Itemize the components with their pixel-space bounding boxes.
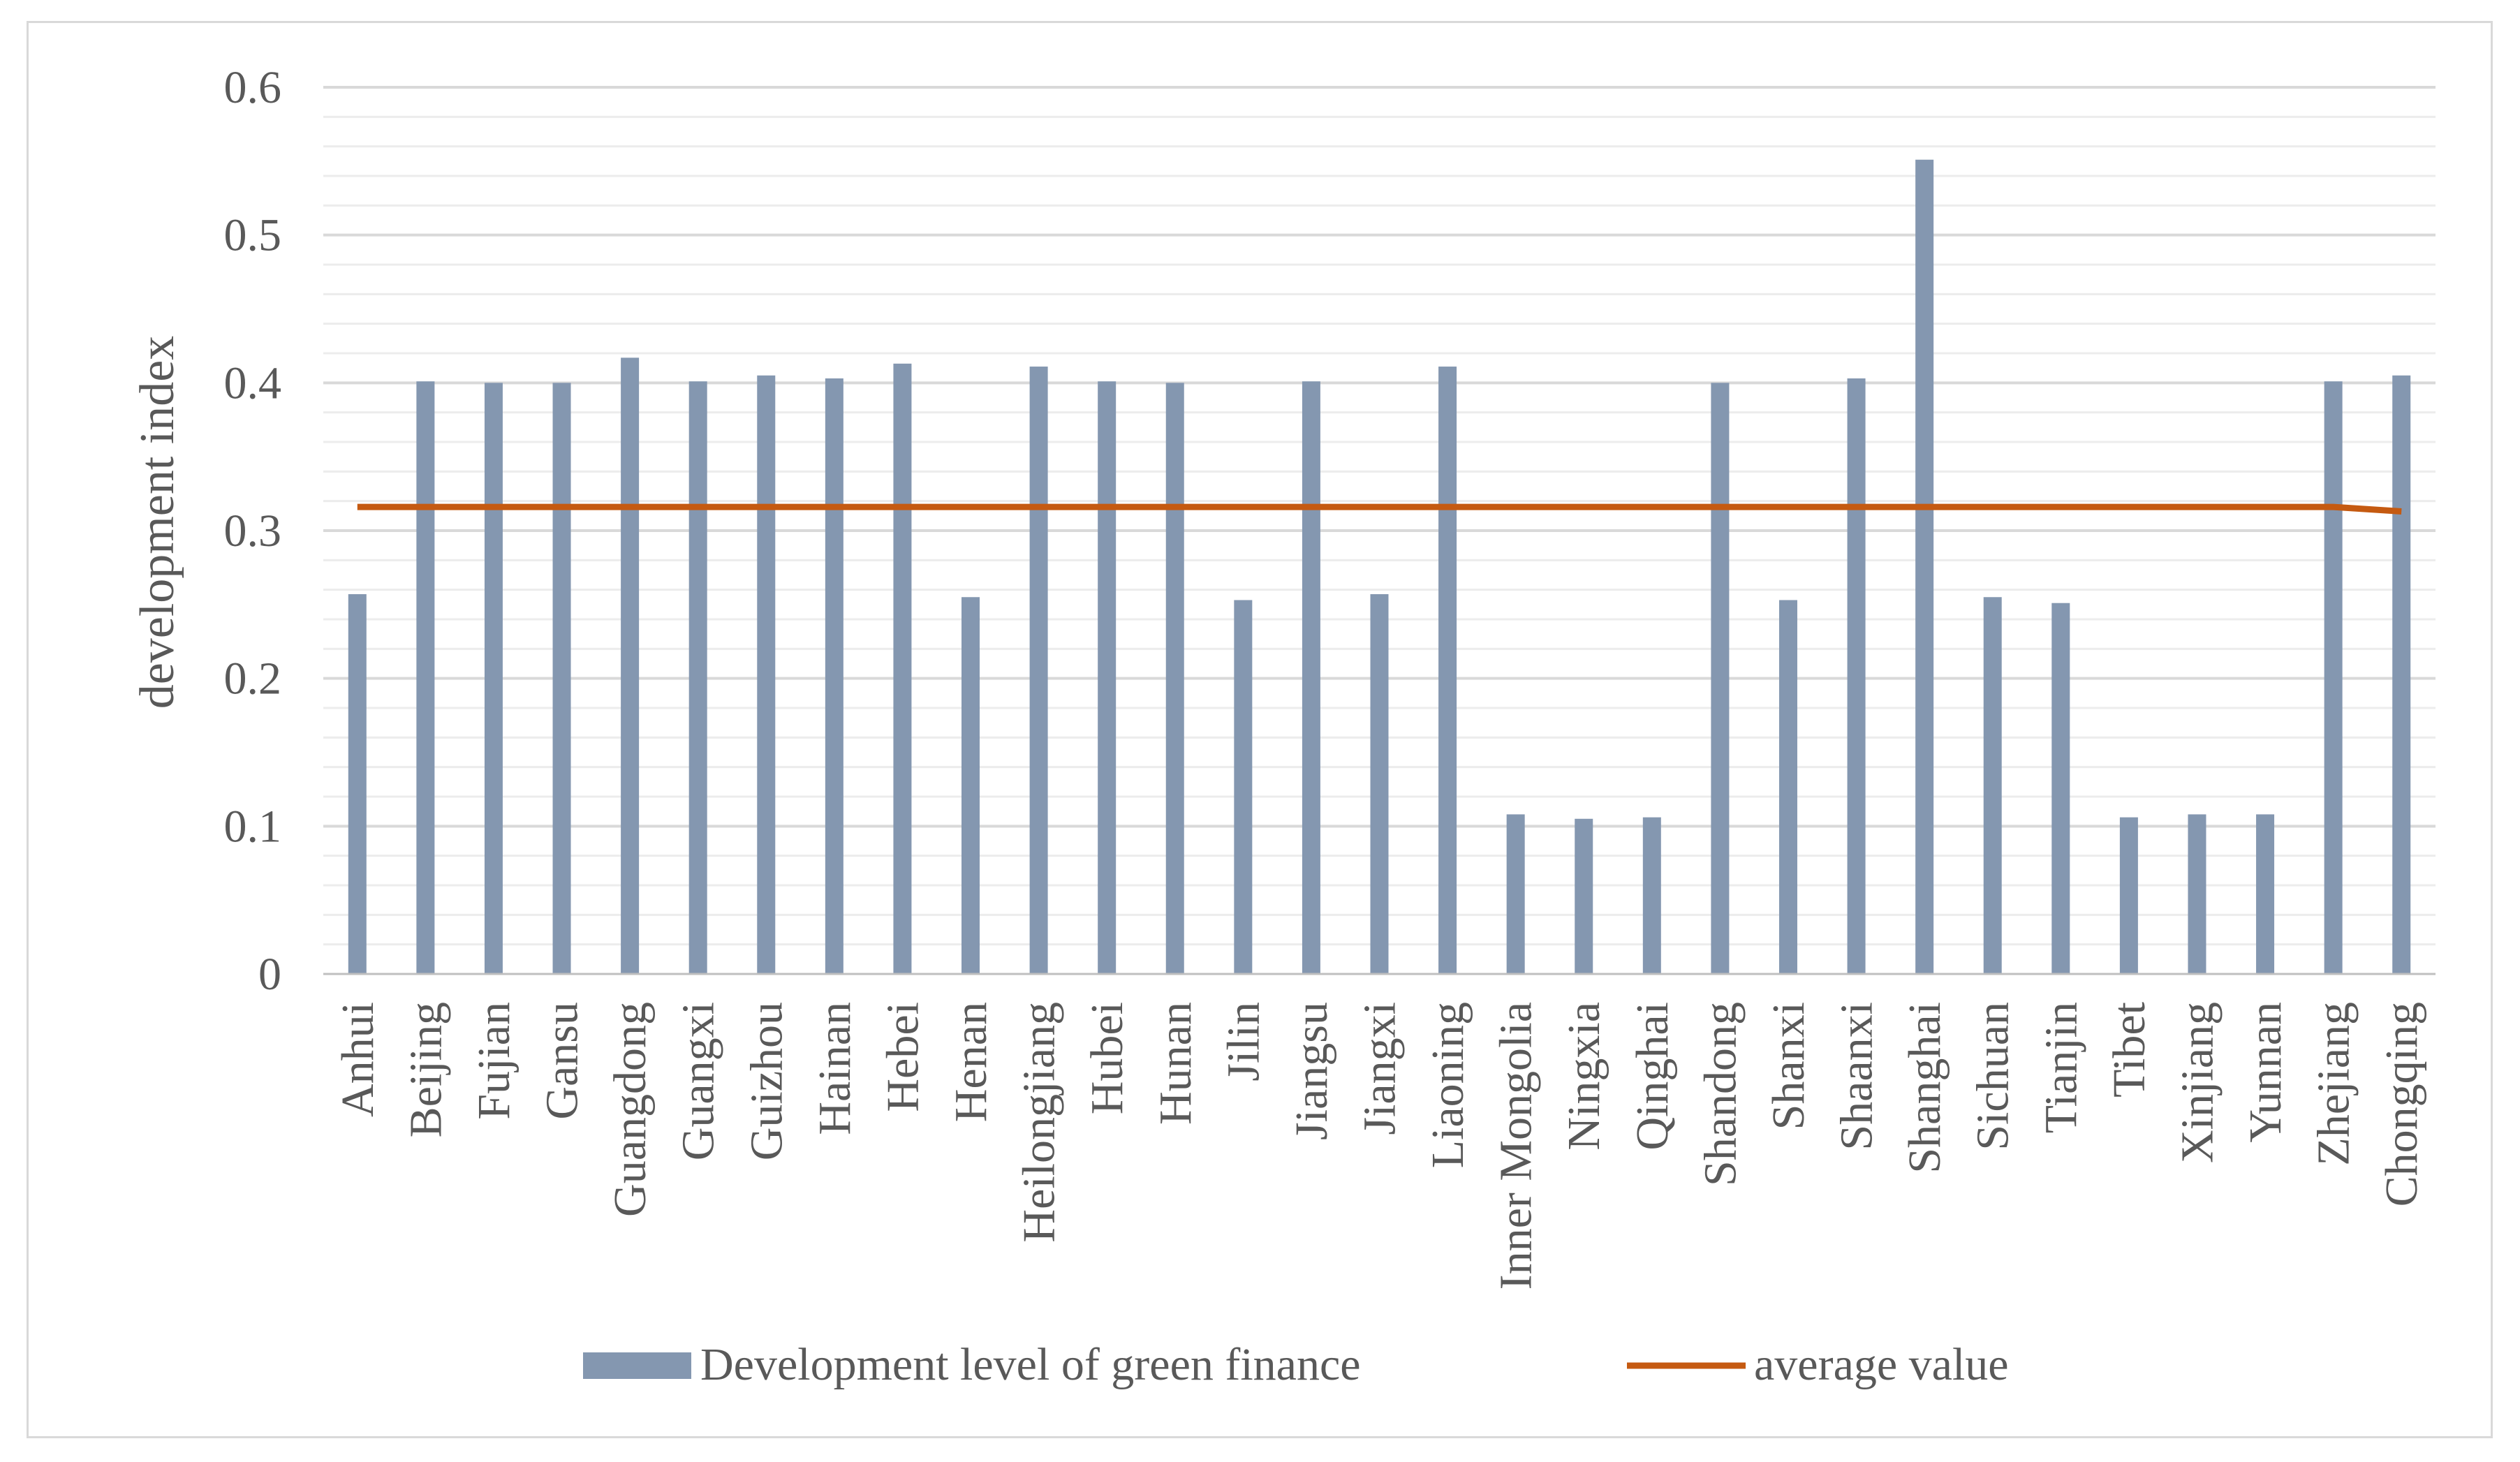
x-tick-label: Inner Mongolia <box>1491 1002 1542 1290</box>
bar-yunnan <box>2256 814 2275 974</box>
average-value-line <box>357 503 2402 515</box>
chart-frame <box>27 21 2493 1438</box>
x-tick-label: Zhejiang <box>2308 1002 2359 1166</box>
x-tick-label: Shanxi <box>1763 1002 1814 1130</box>
x-tick-label: Heilongjiang <box>1014 1002 1065 1243</box>
bar-guizhou <box>757 375 776 974</box>
x-tick-label: Shaanxi <box>1832 1002 1882 1151</box>
bar-ningxia <box>1575 818 1593 974</box>
bar-zhejiang <box>2324 381 2343 974</box>
bar-jiangxi <box>1370 594 1389 974</box>
bar-shanxi <box>1778 600 1797 974</box>
x-tick-label: Guizhou <box>741 1002 792 1160</box>
bar-hebei <box>893 363 912 974</box>
legend: Development level of green finance avera… <box>583 1339 2009 1390</box>
y-tick-label: 0.3 <box>224 505 282 556</box>
x-tick-label: Jilin <box>1218 1002 1269 1081</box>
y-tick-label: 0.1 <box>224 801 282 852</box>
x-tick-label: Anhui <box>332 1002 383 1117</box>
y-tick-label: 0 <box>258 949 281 1000</box>
x-tick-label: Qinghai <box>1627 1002 1678 1151</box>
x-tick-label: Jiangxi <box>1355 1002 1406 1135</box>
x-tick-label: Gansu <box>537 1002 588 1120</box>
x-tick-label: Yunnan <box>2240 1002 2291 1143</box>
bar-qinghai <box>1642 817 1661 974</box>
x-tick-label: Shanghai <box>1899 1002 1950 1174</box>
bar-tibet <box>2119 817 2138 974</box>
legend-label-line: average value <box>1754 1339 2009 1390</box>
x-tick-label: Fujian <box>469 1002 520 1120</box>
bar-xinjiang <box>2188 814 2206 974</box>
bar-guangdong <box>621 357 640 974</box>
y-axis-ticks: 0 0.1 0.2 0.3 0.4 0.5 0.6 <box>224 62 282 1000</box>
y-axis-title: development index <box>131 336 184 709</box>
x-tick-label: Beijing <box>400 1002 451 1137</box>
x-tick-label: Hebei <box>877 1002 928 1112</box>
bar-guangxi <box>688 381 707 974</box>
bar-heilongjiang <box>1029 367 1048 974</box>
bar-series <box>348 159 2411 974</box>
y-tick-label: 0.2 <box>224 654 282 704</box>
bar-sichuan <box>1983 597 2002 974</box>
bar-gansu <box>552 383 571 974</box>
x-tick-label: Tianjin <box>2035 1002 2086 1133</box>
legend-swatch-bar <box>583 1352 691 1379</box>
y-tick-label: 0.4 <box>224 357 282 408</box>
y-tick-label: 0.5 <box>224 210 282 261</box>
bar-shandong <box>1711 383 1730 974</box>
y-tick-label: 0.6 <box>224 62 282 113</box>
bar-hunan <box>1165 383 1184 974</box>
x-tick-label: Hubei <box>1082 1002 1133 1114</box>
x-tick-label: Guangxi <box>673 1002 724 1160</box>
x-tick-label: Ningxia <box>1559 1002 1609 1151</box>
x-tick-label: Xinjiang <box>2172 1002 2223 1163</box>
bar-shanghai <box>1915 159 1934 974</box>
bar-inner-mongolia <box>1506 814 1525 974</box>
bar-jilin <box>1234 600 1253 974</box>
bar-hainan <box>825 378 843 974</box>
bar-henan <box>961 597 980 974</box>
x-tick-label: Jiangsu <box>1286 1002 1337 1140</box>
x-tick-label: Sichuan <box>1968 1002 2019 1151</box>
x-tick-label: Chongqing <box>2376 1002 2427 1206</box>
bar-fujian <box>484 383 503 974</box>
bar-beijing <box>416 381 435 974</box>
x-tick-label: Guangdong <box>605 1002 656 1217</box>
legend-label-bar: Development level of green finance <box>700 1339 1361 1390</box>
x-tick-label: Henan <box>945 1002 996 1122</box>
x-tick-label: Hunan <box>1150 1002 1201 1125</box>
bar-shaanxi <box>1847 378 1866 974</box>
x-tick-label: Shandong <box>1695 1002 1746 1186</box>
bar-liaoning <box>1438 367 1457 974</box>
x-tick-label: Hainan <box>809 1002 860 1135</box>
x-tick-label: Liaoning <box>1422 1002 1473 1168</box>
x-tick-label: Tibet <box>2104 1002 2155 1098</box>
bar-chongqing <box>2392 375 2411 974</box>
bar-anhui <box>348 594 367 974</box>
bar-jiangsu <box>1302 381 1320 974</box>
x-axis-category-labels: Anhui Beijing Fujian Gansu Guangdong Guangxi G… <box>332 1002 2427 1290</box>
bar-tianjin <box>2051 603 2070 974</box>
bar-hubei <box>1098 381 1117 974</box>
